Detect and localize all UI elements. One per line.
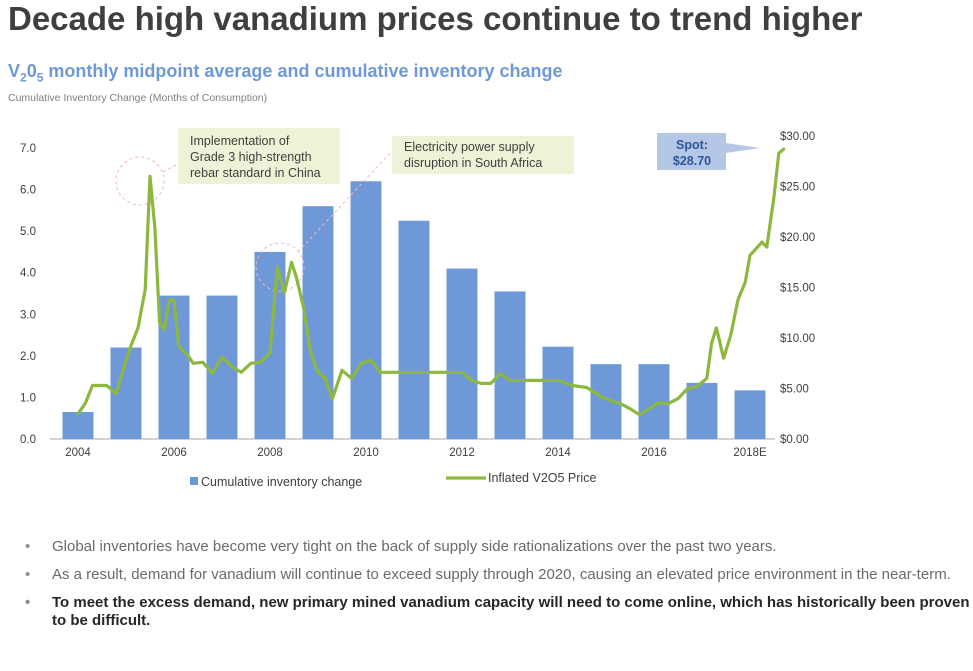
right-axis-tick-label: $25.00: [780, 182, 815, 194]
left-axis-tick-label: 1.0: [20, 392, 36, 404]
highlight-circle: [115, 156, 165, 206]
spot-label: Spot:: [676, 138, 708, 152]
left-axis-caption: Cumulative Inventory Change (Months of C…: [8, 92, 268, 104]
bullet-dot-icon: •: [25, 594, 31, 611]
callout-leader: [162, 163, 179, 173]
x-axis-tick-label: 2008: [257, 447, 283, 459]
x-axis-tick-label: 2018E: [733, 447, 767, 459]
inventory-bar: [542, 346, 574, 439]
bullet-text: To meet the excess demand, new primary m…: [52, 594, 970, 629]
left-axis-tick-label: 4.0: [20, 268, 36, 280]
legend-bar-swatch: [190, 477, 198, 485]
inventory-bar: [158, 295, 190, 439]
right-axis-tick-label: $10.00: [780, 333, 815, 345]
bullet-dot-icon: •: [25, 538, 31, 555]
bullet-item: • To meet the excess demand, new primary …: [25, 594, 970, 630]
spot-callout-box: [657, 133, 760, 170]
annotation-text-rebar: Grade 3 high-strength: [190, 150, 312, 164]
right-axis-tick-label: $15.00: [780, 283, 815, 295]
left-axis-tick-label: 3.0: [20, 309, 36, 321]
annotation-text-rebar: Implementation of: [190, 134, 290, 148]
x-axis-tick-label: 2012: [449, 447, 475, 459]
legend-layer: Cumulative inventory change Inflated V2O5…: [190, 471, 596, 489]
inventory-bar: [446, 268, 478, 439]
inventory-bar: [398, 220, 430, 439]
left-axis-tick-label: 6.0: [20, 185, 36, 197]
x-axis-tick-label: 2016: [641, 447, 667, 459]
inventory-bar: [686, 382, 718, 439]
annotation-box-rebar: [178, 128, 340, 184]
right-axis-tick-label: $5.00: [780, 384, 809, 396]
bullet-item: • Global inventories have become very tig…: [25, 538, 970, 556]
annotation-text-rebar: rebar standard in China: [190, 166, 321, 180]
bullet-list: • Global inventories have become very tig…: [25, 538, 970, 640]
price-line: [76, 147, 786, 417]
annotation-text-power: Electricity power supply: [404, 140, 535, 154]
bars-layer: [62, 181, 766, 439]
bullet-item: • As a result, demand for vanadium will c…: [25, 566, 970, 584]
axes-layer: 0.0 1.0 2.0 3.0 4.0 5.0 6.0 7.0 $0.00 $5.00 $10.00…: [20, 131, 815, 459]
inventory-bar: [638, 364, 670, 439]
line-layer: [76, 147, 786, 417]
bullet-text: As a result, demand for vanadium will co…: [52, 566, 951, 583]
right-axis-tick-label: $20.00: [780, 232, 815, 244]
left-axis-tick-label: 0.0: [20, 434, 36, 446]
bullet-text: Global inventories have become very tigh…: [52, 538, 777, 555]
page-title: Decade high vanadium prices continue to …: [8, 0, 863, 37]
x-axis-tick-label: 2014: [545, 447, 571, 459]
annotation-text-power: disruption in South Africa: [404, 156, 542, 170]
x-axis-tick-label: 2006: [161, 447, 187, 459]
bullet-dot-icon: •: [25, 566, 31, 583]
callout-layer: Implementation of Grade 3 high-strength re…: [115, 128, 760, 292]
left-axis-tick-label: 5.0: [20, 226, 36, 238]
right-axis-tick-label: $0.00: [780, 434, 809, 446]
legend-line-label: Inflated V2O5 Price: [488, 471, 596, 485]
callout-leader: [297, 150, 393, 253]
inventory-bar: [734, 390, 766, 439]
legend-bar-label: Cumulative inventory change: [201, 475, 362, 489]
left-axis-tick-label: 7.0: [20, 143, 36, 155]
inventory-bar: [302, 206, 334, 439]
annotation-box-power: [392, 136, 574, 174]
x-axis-tick-label: 2010: [353, 447, 379, 459]
spot-value: $28.70: [673, 154, 711, 168]
highlight-circle: [255, 242, 305, 292]
inventory-bar: [494, 291, 526, 439]
chart-subtitle: V205 monthly midpoint average and cumula…: [8, 61, 563, 85]
left-axis-tick-label: 2.0: [20, 351, 36, 363]
inventory-bar: [350, 181, 382, 439]
right-axis-tick-label: $30.00: [780, 131, 815, 143]
price-inventory-chart: 0.0 1.0 2.0 3.0 4.0 5.0 6.0 7.0 $0.00 $5.00 $10.00…: [20, 128, 815, 489]
inventory-bar: [62, 411, 94, 439]
x-axis-tick-label: 2004: [65, 447, 91, 459]
